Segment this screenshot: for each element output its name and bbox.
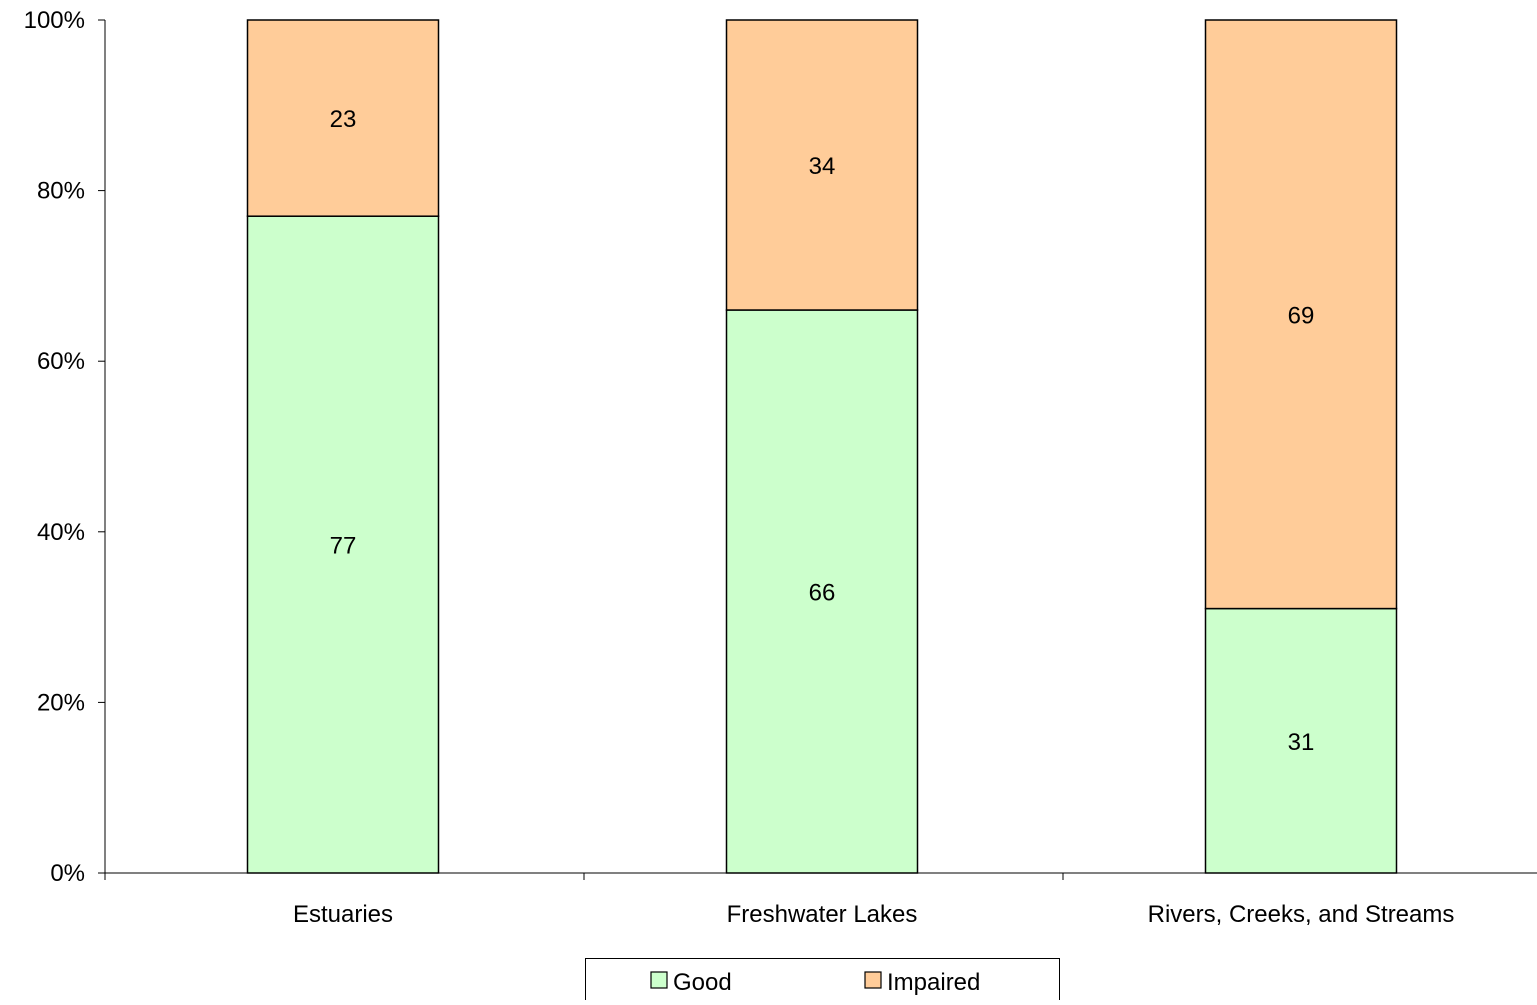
- legend-swatch: [650, 971, 668, 989]
- data-label: 77: [330, 533, 357, 560]
- data-label: 69: [1288, 302, 1315, 329]
- legend-label: Good: [673, 969, 732, 996]
- bar-segment: [246, 19, 440, 217]
- bar-segment: [725, 19, 919, 311]
- data-label: 31: [1288, 729, 1315, 756]
- legend-label: Impaired: [887, 969, 980, 996]
- bar-segment: [725, 309, 919, 874]
- y-tick-label: 100%: [24, 7, 85, 34]
- bar-segment: [1204, 19, 1398, 610]
- x-axis: Estuaries Freshwater Lakes Rivers, Creeks,…: [104, 872, 1537, 928]
- legend: Good Impaired: [585, 958, 1060, 1005]
- data-label: 23: [330, 106, 357, 133]
- y-tick-label: 60%: [37, 348, 85, 375]
- y-tick-label: 20%: [37, 689, 85, 716]
- bars: [246, 19, 1398, 874]
- y-tick-label: 0%: [50, 860, 85, 887]
- data-label: 66: [809, 580, 836, 607]
- legend-swatch: [864, 971, 882, 989]
- y-tick-label: 40%: [37, 519, 85, 546]
- y-axis: 0% 20% 40% 60% 80% 100%: [24, 7, 106, 887]
- x-tick-label: Estuaries: [293, 901, 393, 928]
- x-tick-label: Rivers, Creeks, and Streams: [1148, 901, 1455, 928]
- x-tick-label: Freshwater Lakes: [727, 901, 918, 928]
- bar-segment: [246, 215, 440, 874]
- data-labels: 77 23 66 34 31 69: [330, 106, 1315, 756]
- data-label: 34: [809, 153, 836, 180]
- y-tick-label: 80%: [37, 178, 85, 205]
- bar-segment: [1204, 607, 1398, 874]
